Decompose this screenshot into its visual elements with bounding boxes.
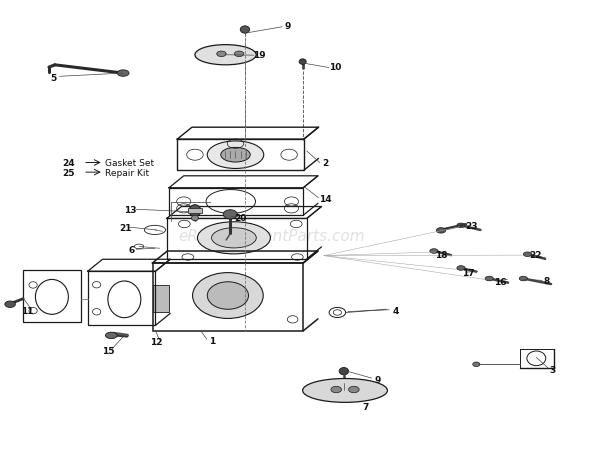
Text: 13: 13: [124, 205, 136, 214]
Ellipse shape: [299, 60, 306, 65]
Ellipse shape: [430, 249, 438, 254]
Ellipse shape: [339, 368, 349, 375]
Bar: [153, 263, 303, 331]
Text: 16: 16: [494, 278, 506, 286]
Text: 8: 8: [544, 276, 550, 285]
Ellipse shape: [519, 277, 527, 281]
Ellipse shape: [117, 71, 129, 77]
Text: 14: 14: [319, 195, 332, 204]
Text: eReplacementParts.com: eReplacementParts.com: [178, 229, 365, 244]
Ellipse shape: [523, 252, 532, 257]
Ellipse shape: [192, 273, 263, 319]
Text: 3: 3: [550, 365, 556, 375]
Text: 5: 5: [51, 74, 57, 83]
Text: 24: 24: [63, 159, 76, 168]
Ellipse shape: [207, 142, 264, 169]
Text: 2: 2: [323, 159, 329, 168]
Bar: [88, 272, 156, 325]
Text: 15: 15: [102, 347, 114, 356]
Ellipse shape: [485, 277, 493, 281]
Text: Gasket Set: Gasket Set: [106, 159, 155, 168]
Text: 12: 12: [150, 337, 163, 346]
Text: 4: 4: [393, 306, 399, 315]
Text: 18: 18: [435, 250, 447, 259]
Ellipse shape: [234, 52, 244, 57]
Ellipse shape: [191, 216, 198, 221]
Text: 25: 25: [63, 168, 75, 177]
Ellipse shape: [217, 52, 226, 57]
Text: Repair Kit: Repair Kit: [106, 168, 150, 177]
Bar: [167, 219, 307, 259]
Ellipse shape: [198, 222, 270, 254]
Ellipse shape: [303, 379, 388, 403]
Text: 7: 7: [362, 403, 369, 412]
Ellipse shape: [212, 228, 256, 248]
Text: 10: 10: [329, 63, 341, 72]
Ellipse shape: [106, 332, 117, 339]
Ellipse shape: [195, 45, 256, 66]
Text: 21: 21: [119, 224, 132, 233]
Ellipse shape: [5, 302, 15, 308]
Ellipse shape: [436, 228, 445, 234]
Text: 19: 19: [253, 51, 266, 60]
Bar: [169, 188, 303, 216]
Bar: [23, 271, 81, 322]
Ellipse shape: [457, 266, 465, 271]
Ellipse shape: [331, 386, 342, 393]
Text: 9: 9: [284, 22, 290, 31]
Text: 23: 23: [466, 222, 478, 231]
Bar: [177, 140, 304, 171]
Text: 17: 17: [463, 269, 475, 277]
Ellipse shape: [240, 27, 250, 34]
Bar: [153, 285, 169, 312]
Ellipse shape: [207, 282, 248, 310]
Text: 1: 1: [209, 336, 216, 345]
Text: 6: 6: [128, 246, 135, 255]
Ellipse shape: [189, 205, 201, 217]
Ellipse shape: [349, 386, 359, 393]
Ellipse shape: [457, 224, 465, 228]
Text: 20: 20: [234, 213, 247, 222]
Text: 11: 11: [21, 307, 34, 315]
Bar: [188, 208, 202, 214]
Ellipse shape: [223, 210, 237, 219]
Text: 22: 22: [529, 250, 542, 259]
Ellipse shape: [473, 362, 480, 367]
Ellipse shape: [221, 148, 250, 162]
Text: 9: 9: [374, 375, 381, 384]
